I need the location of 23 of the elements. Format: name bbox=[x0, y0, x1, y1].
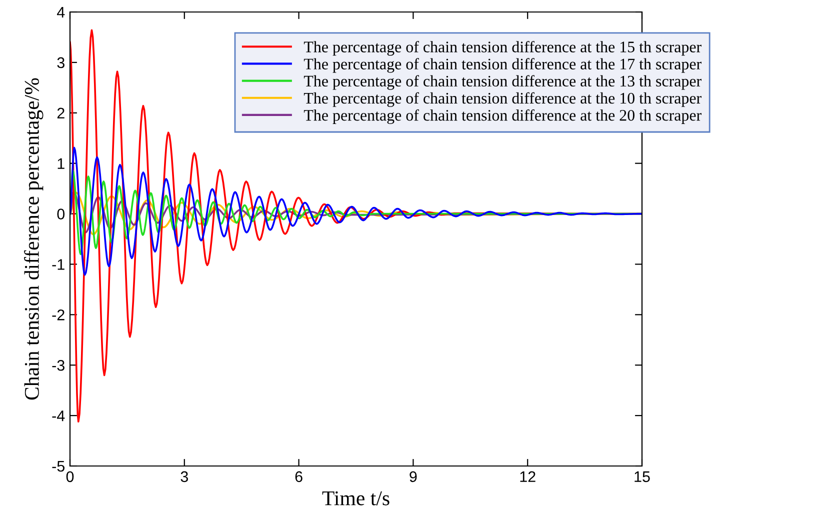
x-tick-label: 9 bbox=[410, 471, 417, 482]
y-tick-label: 3 bbox=[57, 57, 64, 68]
y-tick-label: 4 bbox=[56, 7, 65, 18]
y-tick-label: -5 bbox=[52, 461, 64, 472]
legend-label: The percentage of chain tension difference at the 10 th scraper bbox=[304, 92, 702, 107]
legend-label: The percentage of chain tension difference at the 17 th scraper bbox=[304, 58, 702, 73]
y-tick-label: -2 bbox=[52, 310, 64, 320]
x-axis-title: Time t/s bbox=[322, 491, 390, 506]
y-tick-label: -3 bbox=[52, 360, 64, 371]
y-axis-title: Chain tension difference percentage/% bbox=[24, 78, 44, 400]
legend-label: The percentage of chain tension difference at the 13 th scraper bbox=[304, 75, 702, 90]
y-tick-label: 2 bbox=[57, 108, 64, 118]
x-tick-label: 0 bbox=[66, 471, 74, 482]
legend-label: The percentage of chain tension difference at the 15 th scraper bbox=[304, 40, 702, 56]
x-tick-label: 6 bbox=[295, 471, 302, 482]
x-tick-label: 3 bbox=[180, 471, 188, 482]
y-tick-label: 1 bbox=[58, 158, 64, 169]
legend-label: The percentage of chain tension difference at the 20 th scraper bbox=[304, 109, 702, 124]
x-tick-label: 15 bbox=[634, 471, 650, 482]
y-tick-label: -4 bbox=[52, 410, 65, 422]
y-tick-label: 0 bbox=[57, 208, 65, 220]
y-tick-label: -1 bbox=[52, 259, 64, 270]
x-tick-label: 12 bbox=[520, 471, 536, 482]
